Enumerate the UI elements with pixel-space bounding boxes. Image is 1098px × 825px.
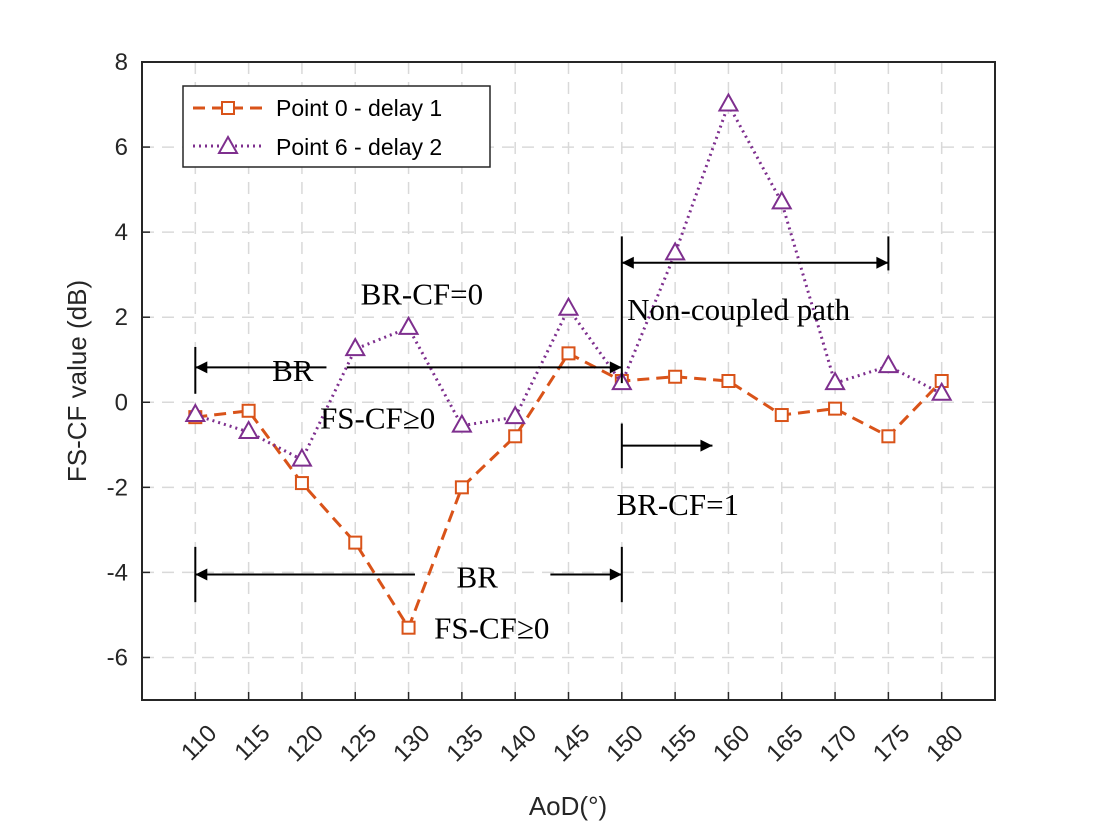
series-1-point-0 xyxy=(184,402,207,423)
x-axis-label: AoD(°) xyxy=(529,791,607,821)
series-0-point-11 xyxy=(774,408,789,423)
y-axis-ticks: 8 6 4 2 0 -2 -4 -6 xyxy=(107,49,150,671)
br-cf1-arrowhead xyxy=(700,439,713,452)
br-span-bottom-arrowhead-left xyxy=(195,568,208,581)
series-1-point-13 xyxy=(877,354,900,374)
y-tick-label-6: -4 xyxy=(107,559,128,586)
series-1-point-2 xyxy=(291,447,313,467)
series-1-point-6 xyxy=(504,405,526,425)
series-0-point-13 xyxy=(881,429,896,444)
series-1-point-7 xyxy=(557,296,580,316)
series-0-point-2 xyxy=(294,476,309,491)
grid-lines xyxy=(142,61,995,700)
series-0-point-4 xyxy=(401,620,416,635)
series-0-point-10 xyxy=(721,374,736,388)
y-tick-label-3: 2 xyxy=(115,304,128,331)
series-0-point-3 xyxy=(348,535,363,550)
series-1-point-1 xyxy=(237,420,260,440)
br-span-bottom-arrowhead-right xyxy=(609,568,622,581)
y-tick-label-0: 8 xyxy=(115,49,128,76)
y-tick-label-7: -6 xyxy=(107,644,128,671)
y-tick-label-5: -2 xyxy=(107,474,128,501)
y-tick-label-1: 6 xyxy=(115,134,128,161)
y-axis-label: FS-CF value (dB) xyxy=(62,280,92,482)
series-group xyxy=(184,92,953,635)
series-1-point-12 xyxy=(824,371,846,391)
annotation-br-top: BR xyxy=(272,353,314,388)
legend-label-series-1: Point 6 - delay 2 xyxy=(276,134,442,160)
annotation-br-cf-1: BR-CF=1 xyxy=(616,487,739,522)
series-1-point-4 xyxy=(397,315,420,335)
y-tick-label-2: 4 xyxy=(115,219,128,246)
series-0-point-1 xyxy=(241,403,256,418)
legend-label-series-0: Point 0 - delay 1 xyxy=(276,95,442,121)
noncoupled-arrowhead-right xyxy=(876,256,889,269)
series-1-point-10 xyxy=(717,92,740,112)
annotation-fs-cf-bottom: FS-CF≥0 xyxy=(434,610,549,645)
series-1-point-14 xyxy=(930,381,953,401)
br-span-top-arrowhead-right xyxy=(609,361,622,374)
y-tick-label-4: 0 xyxy=(115,389,128,416)
annotation-fs-cf-top: FS-CF≥0 xyxy=(320,401,435,436)
series-0-point-6 xyxy=(508,429,523,444)
series-0-point-12 xyxy=(828,401,843,416)
series-1-point-3 xyxy=(344,337,366,357)
legend-marker-series-1 xyxy=(217,134,239,154)
br-span-top-arrowhead-left xyxy=(195,361,208,374)
series-0-point-9 xyxy=(668,369,683,384)
annotation-br-bottom: BR xyxy=(457,559,499,594)
series-1-point-11 xyxy=(771,190,793,210)
series-0-point-5 xyxy=(454,480,469,495)
noncoupled-arrowhead-left xyxy=(621,256,634,269)
annotation-noncoupled-path: Non-coupled path xyxy=(627,292,850,327)
series-0-point-7 xyxy=(561,346,576,361)
series-1-point-9 xyxy=(664,241,686,261)
annotation-br-cf-0: BR-CF=0 xyxy=(361,276,484,311)
legend: Point 0 - delay 1 Point 6 - delay 2 xyxy=(182,85,491,168)
series-1-point-5 xyxy=(451,413,473,433)
legend-marker-series-0 xyxy=(221,101,235,115)
